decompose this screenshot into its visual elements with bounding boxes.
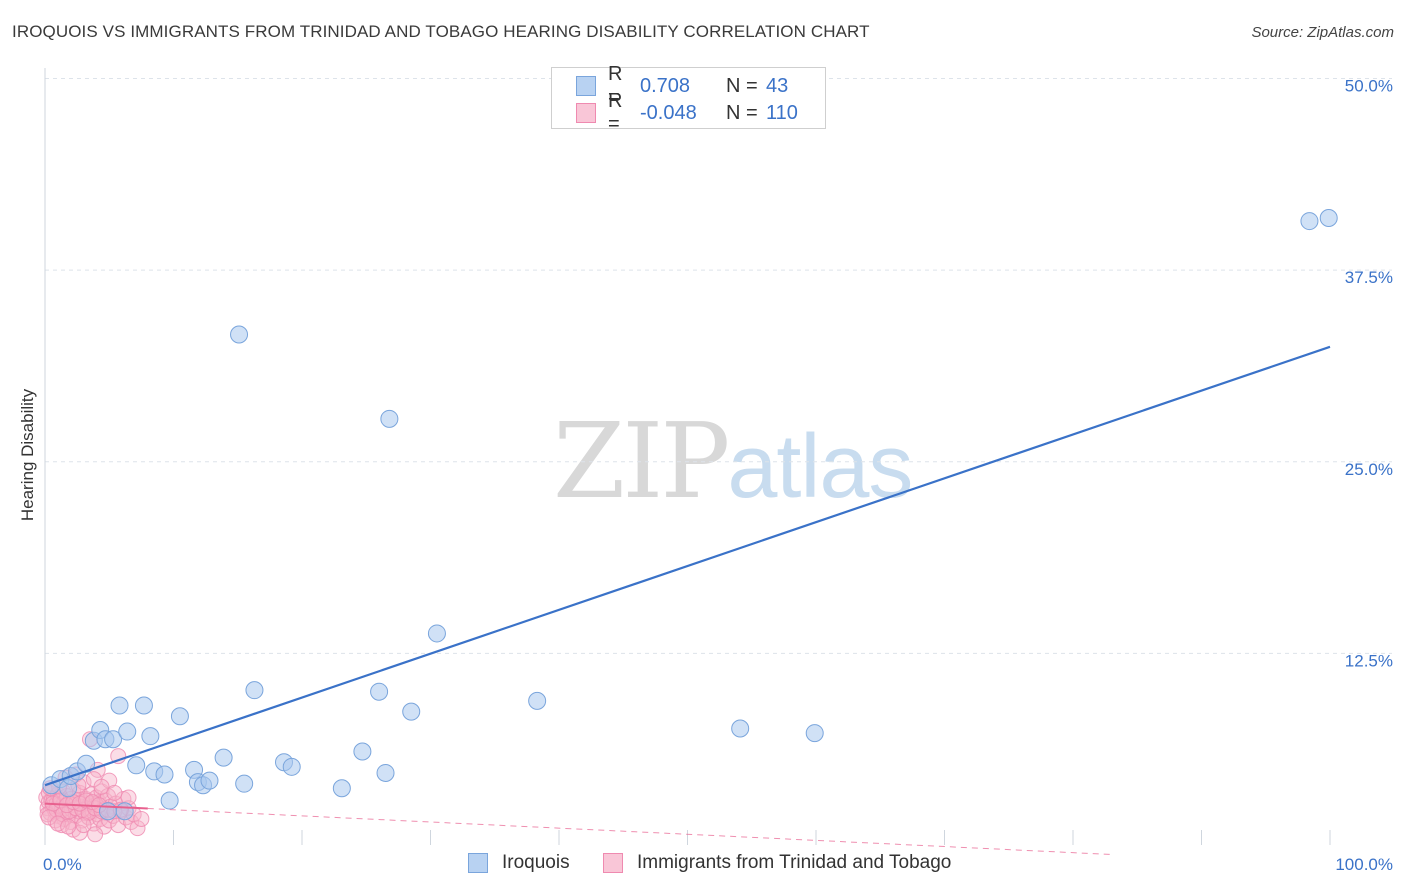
data-point-iroquois [200, 771, 219, 790]
series-legend-swatch-iroquois [468, 853, 488, 873]
chart-title: IROQUOIS VS IMMIGRANTS FROM TRINIDAD AND… [12, 22, 870, 41]
data-point-iroquois [115, 802, 134, 821]
data-point-trinidad [87, 826, 104, 843]
series-legend-iroquois[interactable]: Iroquois [468, 852, 570, 874]
grid-lines [45, 78, 1392, 654]
data-point-iroquois [332, 779, 351, 798]
legend-swatch-trinidad [576, 103, 596, 123]
data-point-iroquois [141, 727, 160, 746]
legend-r-value: 0.708 [640, 74, 691, 97]
data-point-iroquois [376, 763, 395, 782]
legend-r-label: R = [608, 90, 623, 135]
data-point-iroquois [98, 802, 117, 821]
trend-line-iroquois [44, 345, 1331, 787]
data-point-iroquois [1319, 209, 1338, 228]
data-point-iroquois [402, 702, 421, 721]
y-tick-label: 37.5% [1345, 268, 1393, 287]
data-point-iroquois [155, 765, 174, 784]
legend-n-value: 43 [766, 74, 789, 97]
trend-line-trinidad-extension [147, 808, 1112, 856]
data-point-trinidad [40, 809, 57, 826]
series-legend-trinidad[interactable]: Immigrants from Trinidad and Tobago [603, 852, 951, 874]
y-tick-label: 50.0% [1345, 77, 1393, 96]
source-credit: Source: ZipAtlas.com [1251, 24, 1394, 41]
data-point-iroquois [214, 748, 233, 767]
y-axis-label: Hearing Disability [18, 388, 37, 522]
legend-swatch-iroquois [576, 76, 596, 96]
y-tick-label: 25.0% [1345, 460, 1393, 479]
data-point-trinidad [106, 784, 123, 801]
data-point-iroquois [127, 756, 146, 775]
legend-r-value: -0.048 [640, 101, 697, 124]
watermark-zip: ZIP [553, 400, 730, 522]
y-tick-label: 12.5% [1345, 651, 1393, 670]
watermark: ZIPatlas [553, 400, 913, 522]
series-legend: Iroquois Immigrants from Trinidad and To… [0, 852, 1406, 878]
trend-lines [44, 345, 1331, 856]
x-tick-label: 100.0% [1335, 855, 1393, 874]
data-point-iroquois [170, 707, 189, 726]
data-point-trinidad [129, 820, 146, 837]
data-point-iroquois [245, 681, 264, 700]
series-legend-label: Immigrants from Trinidad and Tobago [637, 852, 952, 873]
data-point-iroquois [370, 682, 389, 701]
x-tick-label: 0.0% [43, 855, 82, 874]
axes [44, 68, 1331, 845]
data-point-iroquois [160, 791, 179, 810]
tick-labels: 12.5% 25.0% 37.5% 50.0% 0.0% 100.0% [43, 77, 1393, 875]
trend-line-trinidad [44, 802, 148, 810]
data-point-trinidad [60, 818, 77, 835]
data-point-iroquois [230, 325, 249, 344]
legend-row-iroquois: R = 0.708 N = 43 [576, 63, 789, 108]
data-point-iroquois [528, 691, 547, 710]
data-point-trinidad [75, 817, 92, 834]
legend-n-label: N = [726, 74, 758, 97]
data-point-iroquois [282, 757, 301, 776]
series-legend-swatch-trinidad [603, 853, 623, 873]
data-point-iroquois [380, 409, 399, 428]
data-point-iroquois [805, 724, 824, 743]
series-iroquois-points [42, 209, 1338, 821]
data-point-iroquois [353, 742, 372, 761]
data-point-iroquois [134, 696, 153, 715]
series-legend-label: Iroquois [502, 852, 570, 873]
data-point-iroquois [427, 624, 446, 643]
data-point-trinidad [49, 815, 66, 832]
legend-r-label: R = [608, 63, 623, 108]
legend-row-trinidad: R = -0.048 N = 110 [576, 90, 798, 135]
data-point-trinidad [133, 810, 150, 827]
legend-n-value: 110 [766, 101, 798, 124]
data-point-iroquois [1300, 212, 1319, 231]
data-point-iroquois [110, 696, 129, 715]
data-point-trinidad [93, 778, 110, 795]
data-point-iroquois [104, 730, 123, 749]
legend-n-label: N = [726, 101, 758, 124]
data-point-iroquois [731, 719, 750, 738]
correlation-legend: R = 0.708 N = 43 R = -0.048 N = 110 [551, 63, 826, 135]
data-point-iroquois [118, 722, 137, 741]
data-point-iroquois [235, 774, 254, 793]
